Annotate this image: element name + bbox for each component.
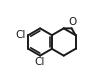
- Text: O: O: [68, 17, 76, 27]
- Text: Cl: Cl: [34, 57, 45, 67]
- Text: Cl: Cl: [16, 29, 26, 40]
